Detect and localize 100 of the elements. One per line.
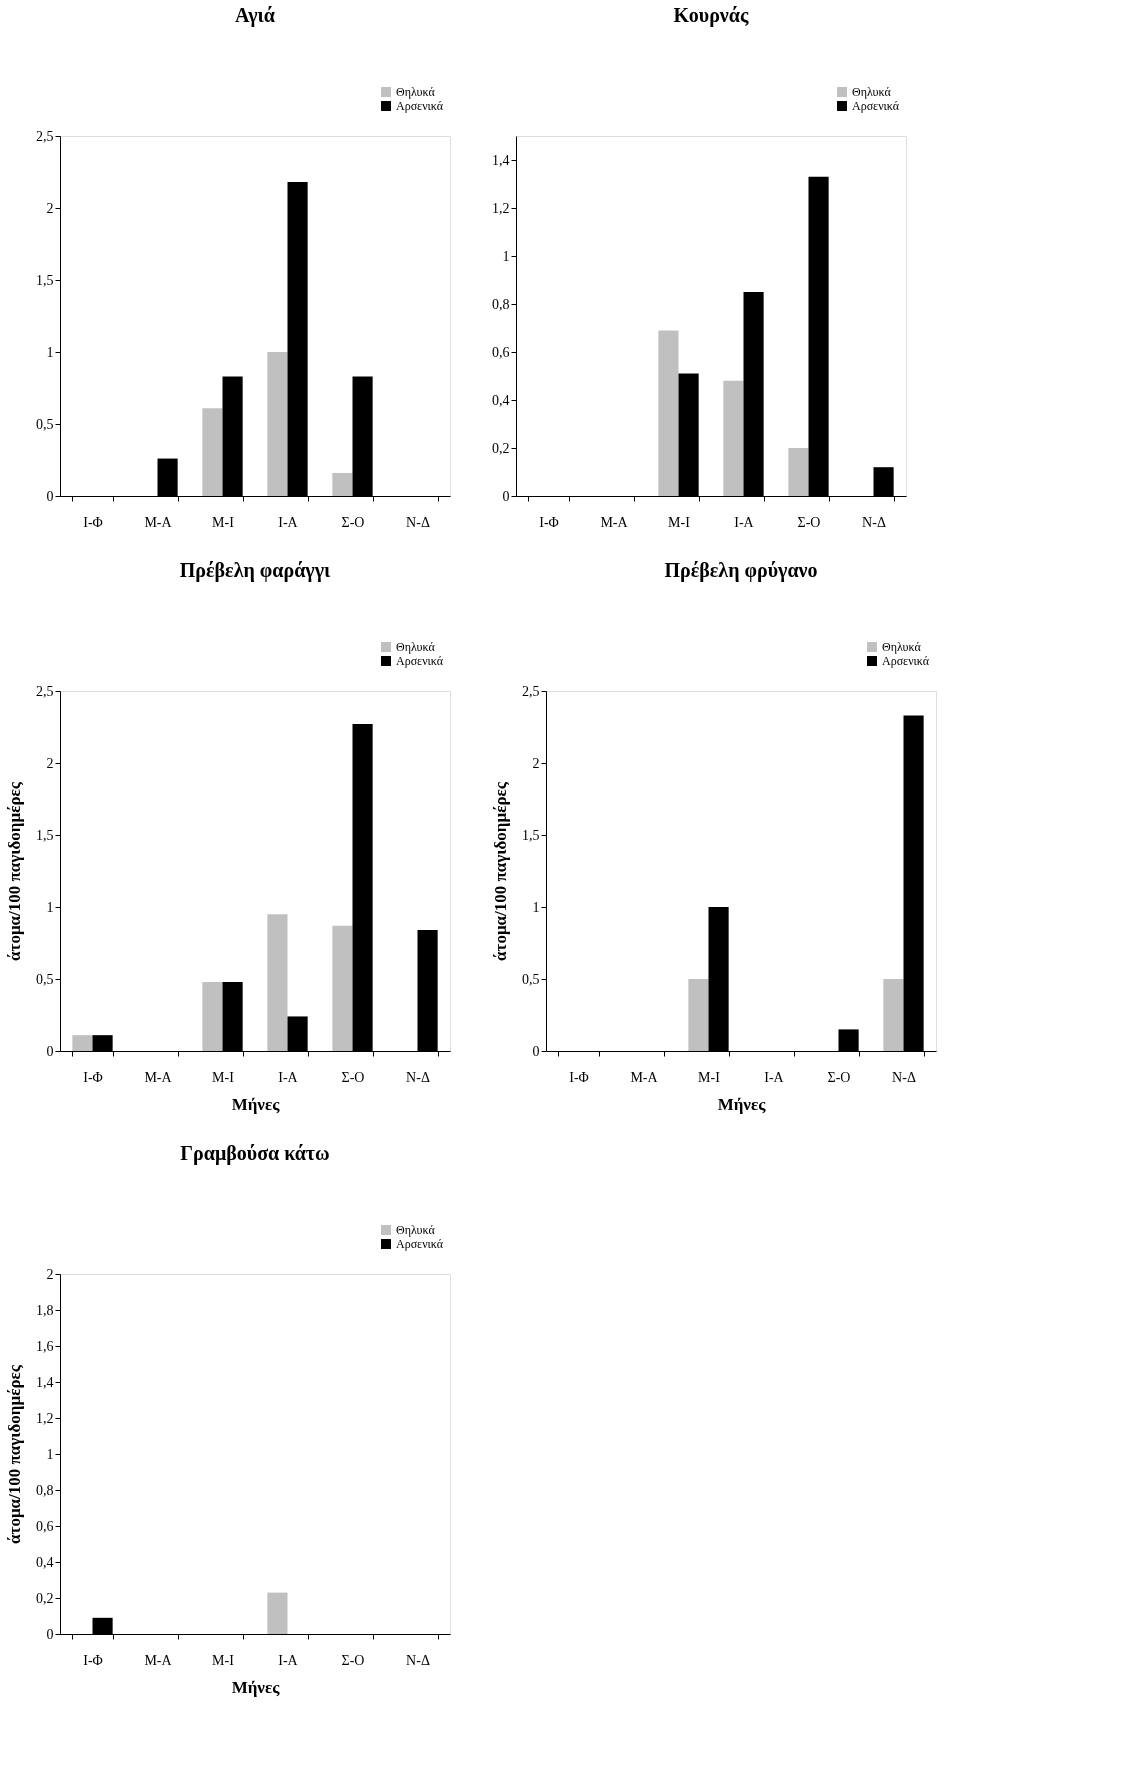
x-tick-label: Ι-Α <box>278 514 299 530</box>
y-tick-label: 0,5 <box>36 416 54 432</box>
x-tick-label: Μ-Ι <box>698 1069 721 1085</box>
x-tick-label: Σ-Ο <box>341 514 365 530</box>
legend-label: Αρσενικά <box>882 654 930 668</box>
bar <box>332 472 353 496</box>
x-tick-label: Μ-Α <box>144 1069 173 1085</box>
y-tick-label: 1,5 <box>522 827 540 843</box>
x-tick-label: Ι-Φ <box>539 514 559 530</box>
y-axis-title: άτομα/100 παγιδοημέρες <box>5 781 24 961</box>
x-tick-label: Μ-Ι <box>212 1069 235 1085</box>
x-tick-label: Σ-Ο <box>797 514 821 530</box>
y-tick-label: 0,5 <box>522 971 540 987</box>
x-tick-label: Μ-Ι <box>212 514 235 530</box>
bar <box>202 981 223 1051</box>
y-tick-label: 0,5 <box>36 971 54 987</box>
y-tick-label: 1,5 <box>36 827 54 843</box>
x-tick-label: Ι-Φ <box>569 1069 589 1085</box>
x-tick-label: Ι-Α <box>278 1069 299 1085</box>
y-axis-title: άτομα/100 παγιδοημέρες <box>491 781 510 961</box>
chart-title: Πρέβελη φαράγγι <box>179 559 332 582</box>
bar <box>72 1035 93 1051</box>
bar <box>723 380 744 496</box>
x-tick-label: Ι-Α <box>764 1069 785 1085</box>
y-tick-label: 0 <box>46 488 54 504</box>
y-tick-label: 2 <box>532 755 540 771</box>
y-tick-label: 0 <box>46 1043 54 1059</box>
y-tick-label: 0,4 <box>36 1554 54 1570</box>
y-tick-label: 2,5 <box>522 683 540 699</box>
y-tick-label: 0,8 <box>36 1482 54 1498</box>
x-tick-label: Μ-Α <box>630 1069 659 1085</box>
legend-label: Αρσενικά <box>396 1237 444 1251</box>
x-tick-label: Σ-Ο <box>341 1069 365 1085</box>
y-tick-label: 2 <box>46 200 54 216</box>
legend-label: Θηλυκά <box>396 640 436 654</box>
bar <box>267 352 288 496</box>
x-tick-label: Μ-Ι <box>212 1652 235 1668</box>
legend-label: Αρσενικά <box>396 99 444 113</box>
x-tick-label: Ν-Δ <box>406 1652 430 1668</box>
x-tick-label: Μ-Α <box>144 1652 173 1668</box>
y-tick-label: 0,8 <box>492 296 510 312</box>
x-tick-label: Σ-Ο <box>341 1652 365 1668</box>
y-tick-label: 1,4 <box>36 1374 54 1390</box>
y-tick-label: 1 <box>532 899 540 915</box>
y-tick-label: 2,5 <box>36 683 54 699</box>
x-axis-title: Μήνες <box>231 1677 281 1697</box>
bar <box>332 925 353 1051</box>
y-tick-label: 1 <box>46 344 54 360</box>
y-tick-label: 1,8 <box>36 1302 54 1318</box>
y-tick-label: 1,2 <box>36 1410 54 1426</box>
y-tick-label: 1 <box>46 1446 54 1462</box>
y-axis-title: άτομα/100 παγιδοημέρες <box>5 1364 24 1544</box>
x-tick-label: Ι-Α <box>734 514 755 530</box>
y-tick-label: 0 <box>532 1043 540 1059</box>
legend-label: Θηλυκά <box>396 1223 436 1237</box>
y-tick-label: 0 <box>502 488 510 504</box>
bar <box>267 914 288 1051</box>
y-tick-label: 2 <box>46 755 54 771</box>
bar <box>202 408 223 496</box>
bar <box>788 448 809 496</box>
x-tick-label: Μ-Α <box>144 514 173 530</box>
x-tick-label: Ν-Δ <box>406 1069 430 1085</box>
x-tick-label: Ν-Δ <box>862 514 886 530</box>
legend-label: Θηλυκά <box>396 85 436 99</box>
y-tick-label: 0,6 <box>36 1518 54 1534</box>
y-tick-label: 2 <box>46 1266 54 1282</box>
x-tick-label: Σ-Ο <box>827 1069 851 1085</box>
chart-title: Αγιά <box>235 4 275 27</box>
x-tick-label: Ν-Δ <box>406 514 430 530</box>
x-tick-label: Ι-Α <box>278 1652 299 1668</box>
y-tick-label: 0,2 <box>492 440 510 456</box>
x-tick-label: Ι-Φ <box>83 1652 103 1668</box>
y-tick-label: 0 <box>46 1626 54 1642</box>
x-tick-label: Μ-Ι <box>668 514 691 530</box>
legend-label: Αρσενικά <box>852 99 900 113</box>
legend-label: Θηλυκά <box>882 640 922 654</box>
x-tick-label: Ι-Φ <box>83 1069 103 1085</box>
chart-title: Πρέβελη φρύγανο <box>664 559 818 582</box>
y-tick-label: 1,5 <box>36 272 54 288</box>
y-tick-label: 1 <box>46 899 54 915</box>
x-tick-label: Ν-Δ <box>892 1069 916 1085</box>
legend-label: Θηλυκά <box>852 85 892 99</box>
y-tick-label: 2,5 <box>36 128 54 144</box>
bar <box>883 979 904 1051</box>
y-tick-label: 0,4 <box>492 392 510 408</box>
y-tick-label: 1,6 <box>36 1338 54 1354</box>
y-tick-label: 1,2 <box>492 200 510 216</box>
y-tick-label: 0,2 <box>36 1590 54 1606</box>
legend-label: Αρσενικά <box>396 654 444 668</box>
x-tick-label: Ι-Φ <box>83 514 103 530</box>
chart-title: Γραμβούσα κάτω <box>180 1142 330 1165</box>
x-tick-label: Μ-Α <box>600 514 629 530</box>
y-tick-label: 0,6 <box>492 344 510 360</box>
x-axis-title: Μήνες <box>231 1094 281 1114</box>
y-tick-label: 1 <box>502 248 510 264</box>
bar <box>688 979 709 1051</box>
x-axis-title: Μήνες <box>717 1094 767 1114</box>
y-tick-label: 1,4 <box>492 152 510 168</box>
bar <box>658 330 679 496</box>
chart-title: Κουρνάς <box>673 4 749 27</box>
